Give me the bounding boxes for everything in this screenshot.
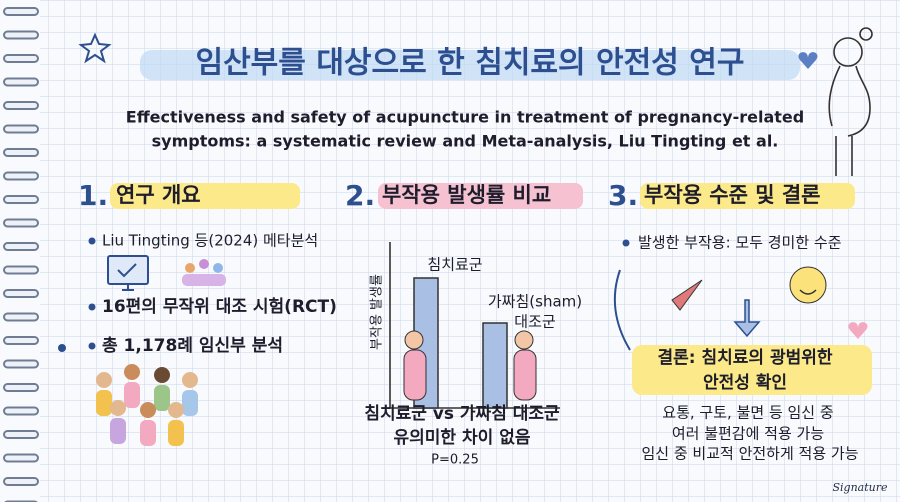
- conclusion-highlight: [632, 345, 872, 395]
- title-highlight: [140, 50, 800, 80]
- bar-illustration: [482, 322, 508, 409]
- heart-doodle: [798, 52, 818, 69]
- section-heading: 연구 개요: [116, 183, 201, 207]
- computer-icon: [107, 255, 149, 291]
- note: 여러 불편감에 적용 가능: [672, 425, 825, 443]
- heading-highlight: [378, 183, 583, 209]
- pregnant-figure: [513, 330, 537, 401]
- heart-doodle: [848, 322, 868, 339]
- heading-highlight: [640, 183, 855, 209]
- chart-conclusion: 침치료군 vs 가짜침 대조군: [364, 403, 560, 424]
- section-heading: 부작용 발생률 비교: [382, 183, 551, 207]
- bar-label: 침치료군: [427, 256, 482, 274]
- bullet: [88, 237, 96, 245]
- list-item: Liu Tingting 등(2024) 메타분석: [102, 232, 318, 250]
- subtitle-line: symptoms: a systematic review and Meta-a…: [152, 132, 779, 151]
- arrow: [733, 299, 761, 338]
- bullet: [88, 342, 96, 350]
- needle-doodle: [671, 279, 703, 311]
- crowd-illustration: [96, 364, 198, 446]
- section-number: 1.: [78, 179, 108, 212]
- bullet: [88, 303, 96, 311]
- heading-highlight: [110, 183, 300, 209]
- conclusion-title: 안전성 확인: [703, 373, 787, 393]
- bar-label: 가짜침(sham): [488, 293, 582, 311]
- title: 임산부를 대상으로 한 침치료의 안전성 연구: [195, 46, 744, 81]
- list-item: 발생한 부작용: 모두 경미한 수준: [638, 234, 842, 252]
- star-doodle: [78, 32, 112, 64]
- axis-label: 부작용 발생률: [370, 274, 385, 350]
- bar-label: 대조군: [514, 313, 556, 331]
- bullet: [622, 239, 630, 247]
- pregnant-figure: [403, 330, 427, 401]
- subtitle-line: Effectiveness and safety of acupuncture …: [126, 108, 804, 127]
- section-heading: 부작용 수준 및 결론: [644, 183, 821, 207]
- note: 요통, 구토, 불면 등 임신 중: [662, 404, 833, 422]
- list-item: 16편의 무작위 대조 시험(RCT): [102, 296, 337, 317]
- p-value: P=0.25: [431, 453, 479, 468]
- section-number: 3.: [608, 179, 638, 212]
- list-item: 총 1,178례 임신부 분석: [102, 335, 283, 356]
- smiley-doodle: [789, 266, 827, 304]
- signature: Signature: [832, 481, 888, 494]
- people-icon: [182, 259, 226, 286]
- section-number: 2.: [345, 179, 375, 212]
- spiral-binding: [0, 0, 42, 502]
- grid-paper: [40, 0, 900, 502]
- curved-arrow: [613, 269, 631, 351]
- chart-conclusion: 유의미한 차이 없음: [394, 428, 531, 448]
- conclusion-title: 결론: 침치료의 광범위한: [657, 347, 832, 368]
- note: 임신 중 비교적 안전하게 적용 가능: [641, 445, 858, 463]
- dot: [58, 344, 66, 352]
- pregnant-woman-doodle: [828, 27, 873, 176]
